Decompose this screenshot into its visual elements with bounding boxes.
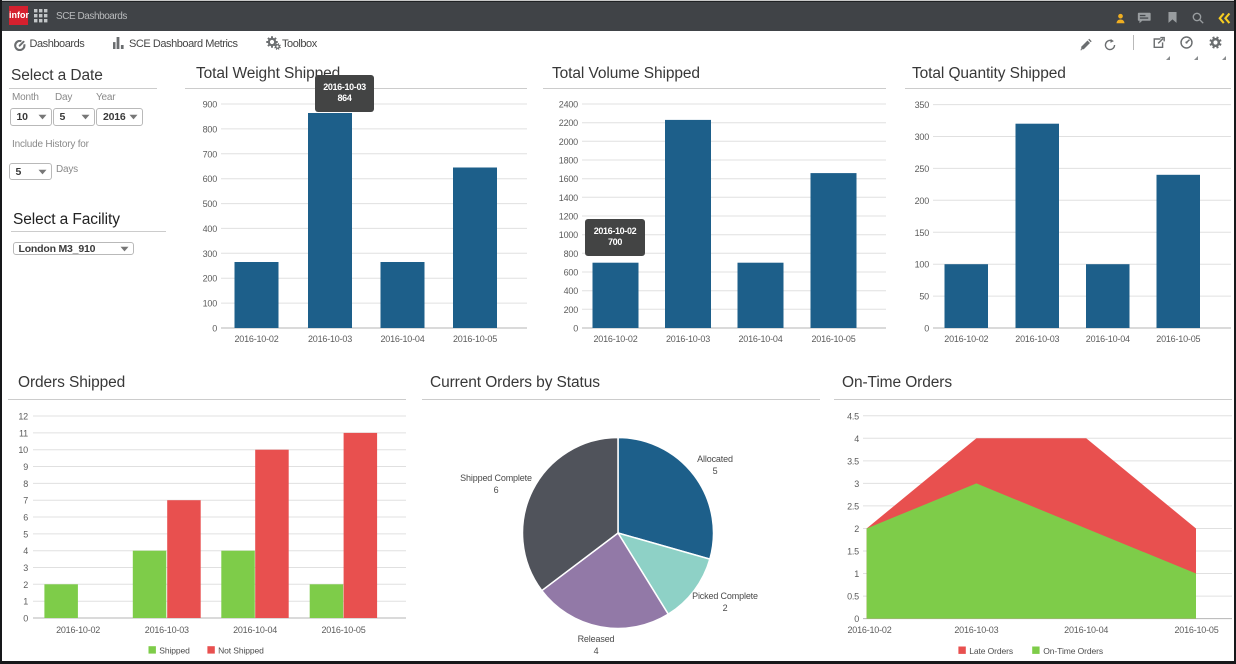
svg-text:12: 12 [18, 412, 28, 422]
svg-text:2016-10-04: 2016-10-04 [233, 625, 277, 635]
svg-text:1800: 1800 [559, 156, 578, 166]
svg-text:600: 600 [203, 174, 218, 184]
svg-text:2: 2 [23, 580, 28, 590]
svg-text:2200: 2200 [559, 118, 578, 128]
svg-text:1: 1 [854, 569, 859, 579]
svg-text:2016-10-02: 2016-10-02 [847, 625, 891, 635]
svg-text:Allocated: Allocated [697, 454, 733, 464]
svg-text:800: 800 [564, 249, 579, 259]
svg-text:Shipped Complete: Shipped Complete [460, 473, 532, 483]
svg-text:1600: 1600 [559, 174, 578, 184]
svg-text:0: 0 [573, 324, 578, 334]
svg-text:Picked Complete: Picked Complete [692, 591, 758, 601]
svg-text:2016-10-02: 2016-10-02 [593, 334, 637, 344]
svg-text:1: 1 [23, 597, 28, 607]
svg-text:900: 900 [203, 100, 218, 110]
svg-text:11: 11 [19, 428, 28, 438]
svg-text:0: 0 [924, 324, 929, 334]
svg-text:2016-10-04: 2016-10-04 [380, 334, 424, 344]
svg-text:4: 4 [594, 646, 599, 656]
svg-text:1.5: 1.5 [847, 547, 859, 557]
svg-text:250: 250 [915, 164, 930, 174]
svg-text:1400: 1400 [559, 193, 578, 203]
svg-text:8: 8 [23, 479, 28, 489]
svg-text:2016-10-02: 2016-10-02 [56, 625, 100, 635]
svg-text:2: 2 [854, 524, 859, 534]
svg-text:600: 600 [564, 268, 579, 278]
svg-text:2016-10-05: 2016-10-05 [321, 625, 365, 635]
svg-text:Not Shipped: Not Shipped [218, 646, 264, 656]
svg-text:9: 9 [23, 462, 28, 472]
svg-text:2016-10-05: 2016-10-05 [453, 334, 497, 344]
svg-text:1200: 1200 [559, 212, 578, 222]
svg-text:150: 150 [915, 228, 930, 238]
svg-text:2: 2 [723, 603, 728, 613]
svg-text:0: 0 [212, 324, 217, 334]
svg-text:6: 6 [494, 485, 499, 495]
svg-text:2016-10-02: 2016-10-02 [234, 334, 278, 344]
svg-text:Shipped: Shipped [159, 646, 190, 656]
svg-text:2016-10-03: 2016-10-03 [666, 334, 710, 344]
svg-text:2016-10-02: 2016-10-02 [944, 334, 988, 344]
svg-text:50: 50 [919, 292, 929, 302]
svg-text:400: 400 [564, 286, 579, 296]
svg-text:3: 3 [23, 563, 28, 573]
svg-text:2016-10-03: 2016-10-03 [1015, 334, 1059, 344]
svg-text:5: 5 [713, 466, 718, 476]
svg-text:2400: 2400 [559, 100, 578, 110]
svg-text:2016-10-05: 2016-10-05 [1174, 625, 1218, 635]
svg-text:400: 400 [203, 224, 218, 234]
svg-text:200: 200 [564, 305, 579, 315]
svg-text:5: 5 [23, 529, 28, 539]
svg-text:4.5: 4.5 [847, 411, 859, 421]
svg-text:300: 300 [915, 132, 930, 142]
svg-text:2016-10-03: 2016-10-03 [145, 625, 189, 635]
svg-text:7: 7 [23, 496, 28, 506]
svg-text:300: 300 [203, 249, 218, 259]
svg-text:10: 10 [18, 445, 28, 455]
svg-text:Released: Released [578, 634, 615, 644]
svg-text:2016-10-03: 2016-10-03 [308, 334, 352, 344]
svg-text:2016-10-03: 2016-10-03 [954, 625, 998, 635]
svg-text:200: 200 [915, 196, 930, 206]
svg-text:2016-10-05: 2016-10-05 [811, 334, 855, 344]
svg-text:350: 350 [915, 100, 930, 110]
svg-text:6: 6 [23, 513, 28, 523]
svg-text:1000: 1000 [559, 230, 578, 240]
svg-text:Late Orders: Late Orders [969, 646, 1013, 656]
svg-text:4: 4 [854, 434, 859, 444]
svg-text:3.5: 3.5 [847, 456, 859, 466]
svg-text:700: 700 [203, 149, 218, 159]
svg-text:100: 100 [203, 299, 218, 309]
svg-text:On-Time Orders: On-Time Orders [1043, 646, 1103, 656]
svg-text:2000: 2000 [559, 137, 578, 147]
svg-text:2.5: 2.5 [847, 501, 859, 511]
svg-text:2016-10-04: 2016-10-04 [1064, 625, 1108, 635]
svg-text:0.5: 0.5 [847, 592, 859, 602]
svg-text:0: 0 [23, 614, 28, 624]
svg-text:3: 3 [854, 479, 859, 489]
svg-text:800: 800 [203, 124, 218, 134]
svg-text:100: 100 [915, 260, 930, 270]
svg-text:2016-10-05: 2016-10-05 [1156, 334, 1200, 344]
svg-text:200: 200 [203, 274, 218, 284]
svg-text:500: 500 [203, 199, 218, 209]
svg-text:4: 4 [23, 546, 28, 556]
svg-text:0: 0 [854, 614, 859, 624]
svg-text:2016-10-04: 2016-10-04 [1086, 334, 1130, 344]
svg-text:2016-10-04: 2016-10-04 [738, 334, 782, 344]
